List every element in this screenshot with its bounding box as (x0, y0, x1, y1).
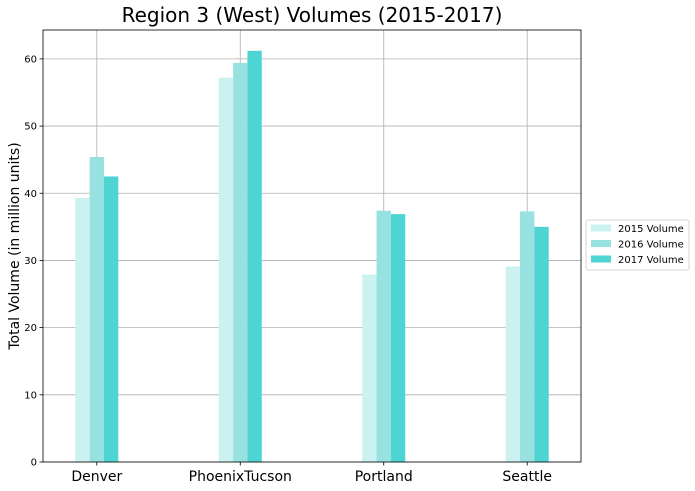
y-tick-label: 40 (24, 189, 37, 200)
legend-swatch (591, 224, 611, 232)
bar (520, 211, 535, 462)
legend-label: 2017 Volume (618, 255, 684, 266)
legend-label: 2015 Volume (618, 224, 684, 235)
bar (505, 266, 521, 462)
x-axis-ticks: Denver PhoenixTucson Portland Seattle (71, 462, 552, 485)
x-tick-label: Seattle (502, 469, 552, 485)
y-axis-label: Total Volume (in million units) (7, 142, 23, 350)
bar (376, 210, 391, 462)
y-tick-label: 50 (24, 122, 37, 133)
bar (103, 176, 119, 463)
bar (390, 214, 406, 462)
bar (247, 50, 262, 463)
bar (233, 62, 248, 462)
grid (43, 30, 581, 463)
plot-frame (42, 29, 582, 463)
legend-swatch (591, 240, 611, 247)
y-axis-ticks: 0 10 20 30 40 50 60 (24, 54, 43, 469)
bar (218, 77, 234, 462)
x-tick-label: Denver (71, 469, 122, 485)
y-tick-label: 20 (24, 323, 37, 334)
bar (534, 226, 549, 462)
y-tick-label: 10 (24, 390, 37, 401)
chart-title: Region 3 (West) Volumes (2015-2017) (122, 3, 503, 27)
x-tick-label: PhoenixTucson (189, 469, 292, 485)
legend-items: 2015 Volume 2016 Volume 2017 Volume (591, 224, 684, 266)
y-tick-label: 30 (24, 256, 37, 267)
legend-frame (585, 219, 690, 271)
bar (75, 197, 90, 462)
legend: 2015 Volume 2016 Volume 2017 Volume (585, 219, 690, 271)
bars (75, 50, 549, 463)
bar (89, 156, 104, 462)
y-tick-label: 0 (31, 458, 37, 469)
legend-swatch (591, 255, 611, 263)
y-tick-label: 60 (24, 54, 37, 65)
legend-label: 2016 Volume (618, 240, 684, 251)
bar (362, 274, 377, 462)
x-tick-label: Portland (355, 469, 413, 485)
